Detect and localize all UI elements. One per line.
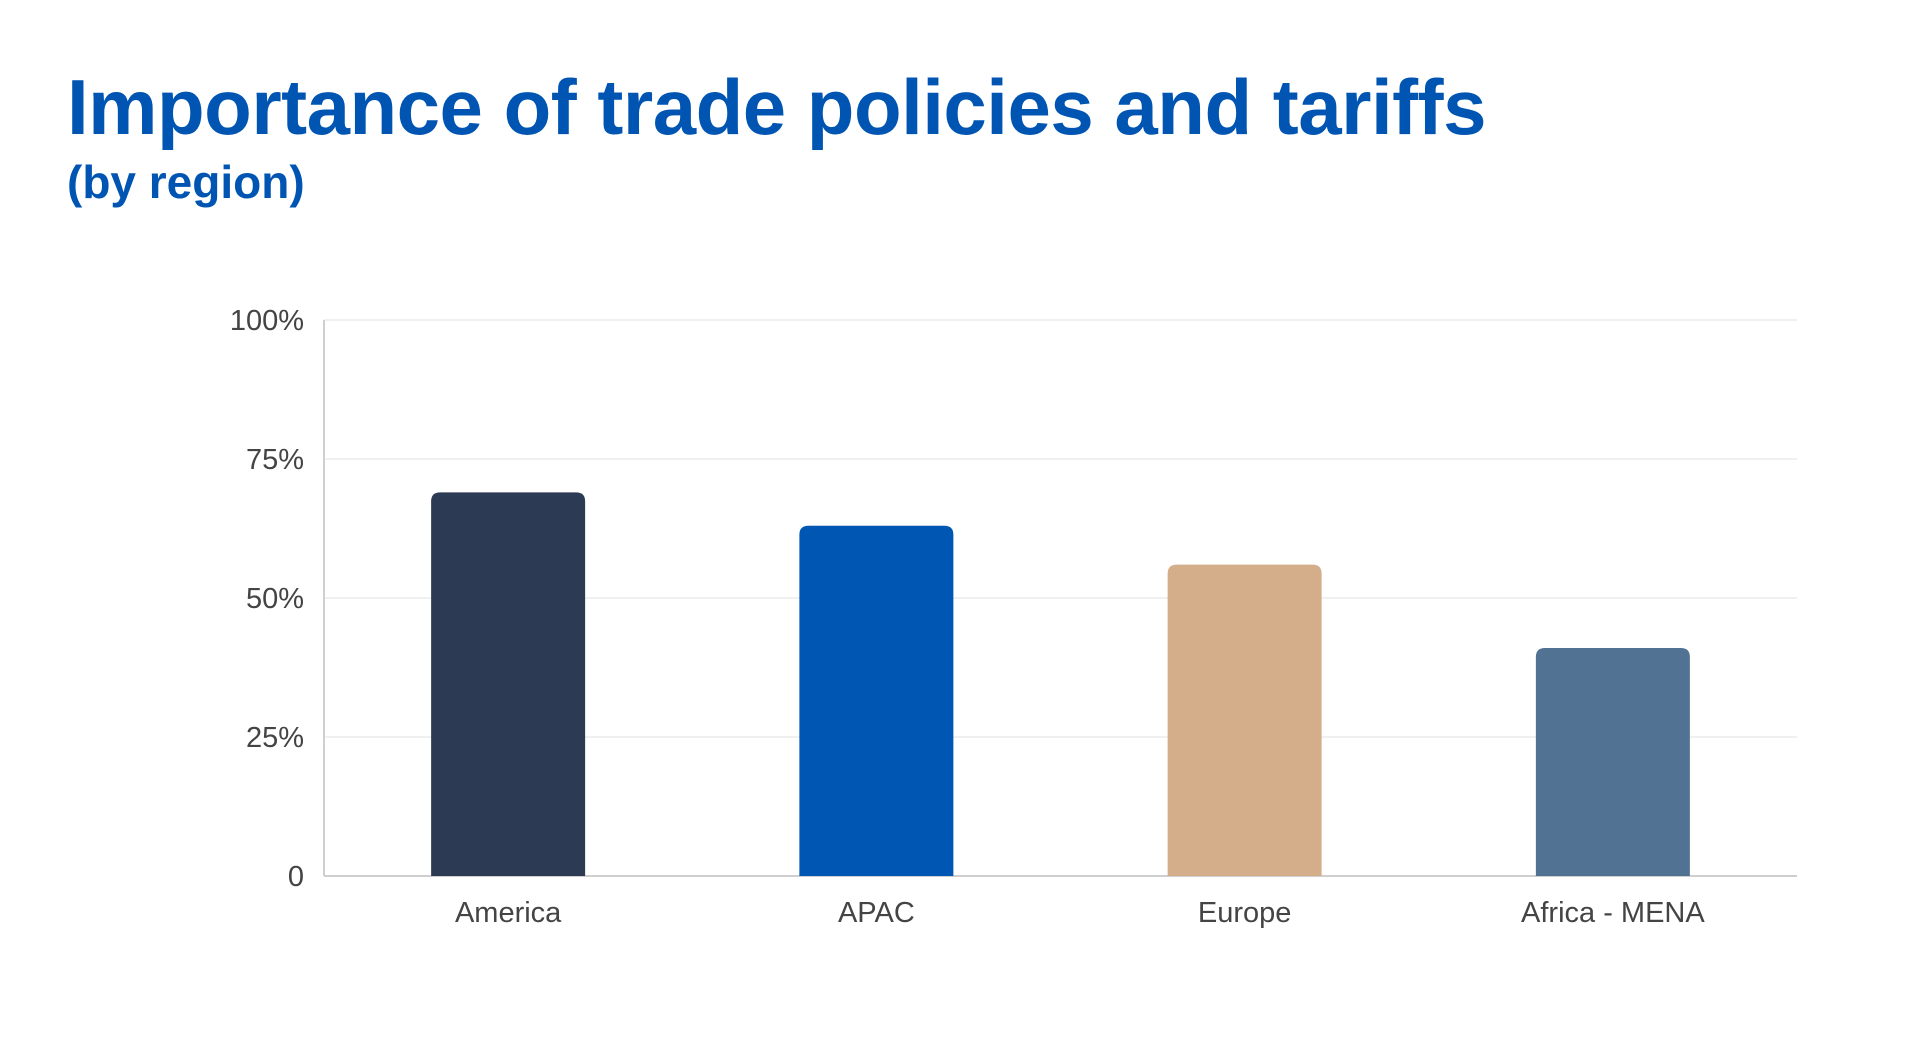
y-tick-label: 100% bbox=[230, 305, 304, 337]
bar-europe bbox=[1167, 564, 1322, 876]
y-tick-label: 0 bbox=[288, 861, 304, 893]
chart-subtitle: (by region) bbox=[67, 156, 305, 208]
x-category-label: APAC bbox=[838, 897, 915, 929]
x-category-label: America bbox=[455, 897, 562, 929]
bar-apac bbox=[799, 525, 954, 876]
x-category-label: Africa - MENA bbox=[1521, 897, 1705, 929]
x-category-label: Europe bbox=[1198, 897, 1292, 929]
y-tick-label: 25% bbox=[246, 722, 304, 754]
bars bbox=[431, 492, 1690, 876]
y-axis-tick-labels: 0 25% 50% 75% 100% bbox=[230, 305, 304, 893]
bar-america bbox=[431, 492, 586, 876]
chart-title: Importance of trade policies and tariffs bbox=[67, 63, 1486, 151]
y-tick-label: 50% bbox=[246, 583, 304, 615]
bar-africa-mena bbox=[1535, 648, 1690, 876]
x-axis-category-labels: America APAC Europe Africa - MENA bbox=[455, 897, 1705, 929]
y-tick-label: 75% bbox=[246, 444, 304, 476]
